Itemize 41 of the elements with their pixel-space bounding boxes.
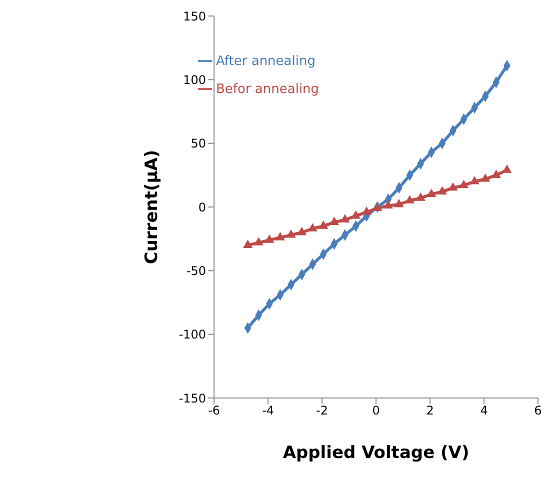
point: [275, 232, 286, 240]
point: [243, 240, 253, 248]
y-tick-label: 50: [190, 136, 206, 151]
legend-label: After annealing: [216, 54, 316, 69]
point: [286, 229, 296, 238]
y-tick-label: 0: [198, 200, 206, 214]
y-tick-label: -100: [178, 328, 206, 342]
point: [340, 214, 350, 223]
point: [308, 223, 318, 232]
point: [502, 164, 512, 173]
point: [362, 206, 372, 215]
point: [426, 188, 436, 198]
point: [458, 180, 469, 188]
x-tick-label: -2: [316, 404, 328, 418]
point: [254, 237, 264, 246]
x-axis-title: Applied Voltage (V): [282, 443, 470, 463]
point: [404, 195, 415, 204]
point: [318, 220, 328, 229]
x-tick-label: -6: [208, 404, 220, 418]
point: [416, 192, 426, 201]
point: [480, 173, 490, 182]
x-tick-label: 2: [426, 404, 434, 418]
point: [394, 198, 404, 208]
point: [264, 234, 274, 243]
point: [383, 200, 393, 208]
y-axis-title: Current(μA): [142, 150, 162, 264]
x-tick-label: 4: [480, 404, 488, 418]
point: [491, 170, 501, 178]
x-tick-label: 6: [534, 404, 542, 418]
y-tick-label: 150: [183, 9, 206, 24]
y-tick-label: -150: [178, 391, 206, 406]
point: [448, 182, 458, 191]
point: [296, 226, 307, 236]
x-tick-label: -4: [262, 404, 274, 418]
x-tick-label: 0: [372, 404, 380, 418]
point: [437, 186, 447, 194]
y-tick-label: 100: [183, 72, 206, 87]
point: [470, 176, 480, 184]
legend-label: Befor annealing: [216, 82, 320, 97]
y-tick-label: -50: [186, 264, 206, 278]
point: [350, 210, 361, 219]
